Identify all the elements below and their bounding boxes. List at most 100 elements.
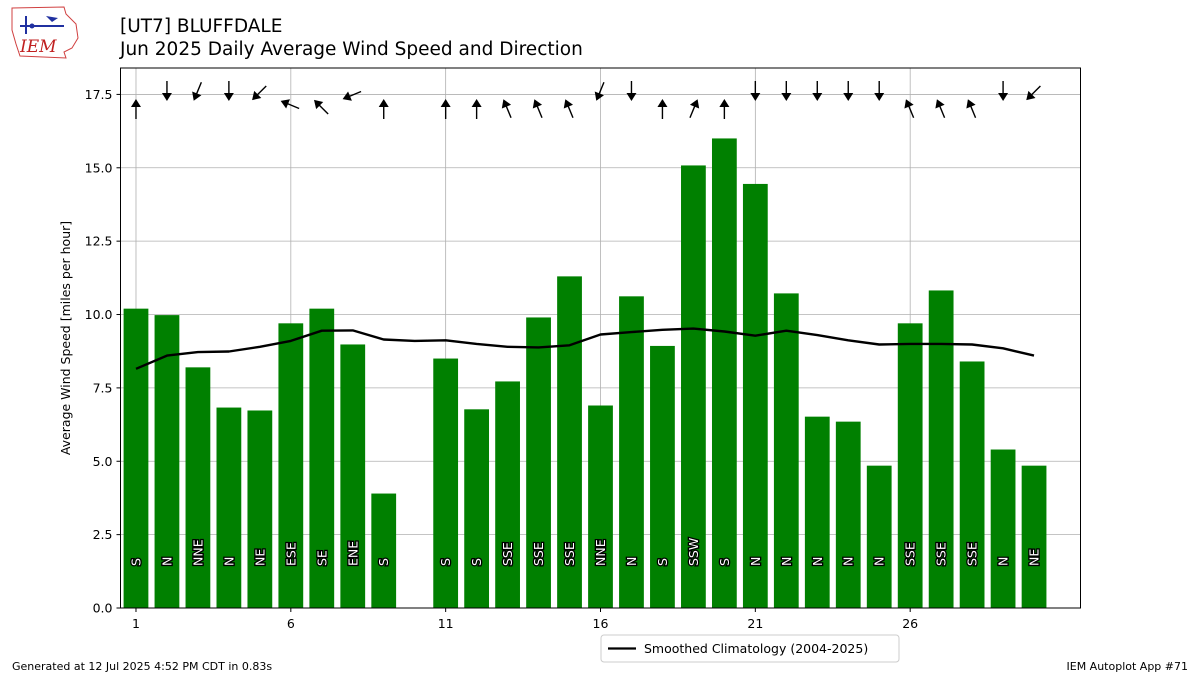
bar-day-22 (773, 293, 799, 608)
legend-label: Smoothed Climatology (2004-2025) (644, 641, 868, 656)
app-credit: IEM Autoplot App #71 (1066, 660, 1189, 673)
y-axis-label: Average Wind Speed [miles per hour] (58, 221, 73, 455)
y-tick-label: 12.5 (85, 234, 113, 249)
bar-day-13 (495, 381, 520, 608)
wind-arrow-icon (750, 81, 761, 101)
bar-day-14 (526, 317, 551, 608)
wind-arrow-icon (280, 99, 300, 110)
bar-day-17 (619, 296, 644, 608)
direction-label-day-17: N (624, 557, 639, 566)
bar-day-23 (804, 416, 830, 608)
direction-label-day-30: NE (1027, 549, 1042, 566)
bar-day-8 (340, 344, 366, 608)
generated-timestamp: Generated at 12 Jul 2025 4:52 PM CDT in … (12, 660, 273, 673)
wind-arrow-icon (812, 81, 823, 101)
bar-day-1 (123, 308, 149, 608)
direction-label-day-25: N (872, 557, 887, 566)
y-tick-label: 10.0 (85, 307, 113, 322)
direction-label-day-22: N (779, 557, 794, 566)
wind-arrow-icon (440, 99, 451, 119)
direction-label-day-6: ESE (283, 542, 298, 566)
chart-title: [UT7] BLUFFDALE (120, 16, 283, 37)
direction-label-day-27: SSE (934, 542, 949, 566)
y-tick-label: 0.0 (93, 601, 113, 616)
direction-label-day-24: N (841, 557, 856, 566)
wind-arrow-icon (657, 99, 668, 119)
y-tick-label: 2.5 (93, 527, 113, 542)
direction-label-day-14: SSE (531, 542, 546, 566)
bar-day-4 (216, 407, 242, 608)
direction-label-day-11: S (438, 558, 453, 566)
y-tick-label: 15.0 (85, 160, 113, 175)
bar-day-24 (835, 421, 861, 608)
bar-day-15 (557, 276, 582, 608)
direction-label-day-20: S (717, 558, 732, 566)
wind-arrow-icon (874, 81, 885, 101)
direction-label-day-15: SSE (562, 542, 577, 566)
wind-arrow-icon (342, 90, 362, 101)
wind-arrow-icon (314, 99, 329, 115)
direction-label-day-19: SSW (686, 538, 701, 566)
direction-label-day-13: SSE (500, 542, 515, 566)
bar-day-2 (154, 315, 180, 608)
direction-label-day-4: N (221, 557, 236, 566)
bar-day-19 (681, 165, 706, 608)
bar-day-18 (650, 345, 675, 608)
direction-label-day-18: S (655, 558, 670, 566)
wind-arrow-icon (594, 82, 605, 101)
y-tick-label: 5.0 (93, 454, 113, 469)
bar-day-12 (464, 409, 490, 608)
wind-arrow-icon (378, 99, 389, 119)
bar-day-9 (371, 493, 397, 608)
x-tick-label: 11 (438, 616, 454, 631)
bar-day-16 (588, 405, 613, 608)
direction-label-day-21: N (748, 557, 763, 566)
bar-day-30 (1021, 465, 1047, 608)
bar-day-21 (742, 183, 768, 608)
x-tick-label: 1 (132, 616, 140, 631)
direction-label-day-9: S (376, 558, 391, 566)
wind-arrow-icon (626, 81, 637, 101)
bar-day-25 (866, 465, 892, 608)
x-tick-label: 26 (902, 616, 918, 631)
wind-arrow-icon (781, 81, 792, 101)
bar-day-7 (309, 308, 335, 608)
y-tick-label: 7.5 (93, 380, 113, 395)
bar-day-28 (959, 361, 985, 608)
direction-label-day-29: N (996, 557, 1011, 566)
wind-arrow-icon (161, 81, 172, 101)
wind-arrow-icon (935, 99, 946, 118)
wind-arrow-icon (252, 85, 267, 101)
svg-text:IEM: IEM (19, 37, 57, 57)
climatology-line (135, 327, 1035, 370)
wind-arrow-icon (192, 82, 203, 101)
wind-arrow-icon (904, 99, 915, 118)
wind-arrow-icon (966, 99, 977, 118)
direction-label-day-28: SSE (965, 542, 980, 566)
y-tick-label: 17.5 (85, 87, 113, 102)
wind-arrow-icon (223, 81, 234, 101)
wind-arrow-icon (563, 99, 574, 118)
direction-label-day-3: NNE (190, 539, 205, 566)
direction-label-day-7: SE (314, 550, 329, 566)
wind-arrow-icon (532, 99, 543, 118)
wind-arrow-icon (1026, 85, 1041, 101)
x-tick-label: 6 (287, 616, 295, 631)
direction-label-day-23: N (810, 557, 825, 566)
wind-arrow-icon (689, 99, 700, 118)
direction-label-day-8: ENE (345, 541, 360, 566)
bar-day-20 (711, 138, 737, 608)
chart-subtitle: Jun 2025 Daily Average Wind Speed and Di… (120, 39, 583, 60)
iem-logo-icon: IEM (11, 6, 79, 59)
legend: Smoothed Climatology (2004-2025) (600, 634, 900, 663)
bar-day-29 (990, 449, 1016, 608)
wind-arrow-icon (843, 81, 854, 101)
x-tick-label: 16 (593, 616, 609, 631)
direction-label-day-1: S (128, 558, 143, 566)
x-tick-label: 21 (747, 616, 763, 631)
wind-arrow-icon (471, 99, 482, 119)
wind-arrow-icon (719, 99, 730, 119)
bar-day-5 (247, 410, 273, 608)
wind-arrow-icon (130, 99, 141, 119)
